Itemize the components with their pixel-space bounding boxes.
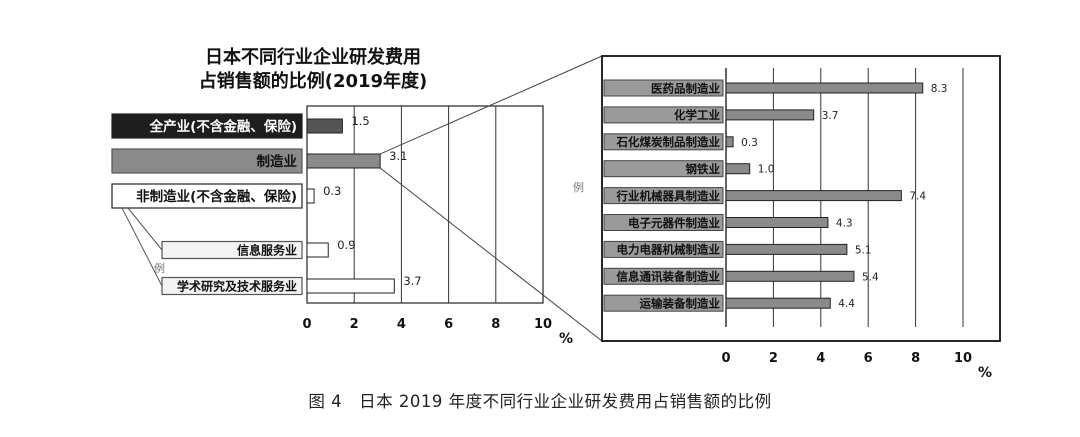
left-bar [306,118,343,134]
right-bar-chart: 0 2 4 6 8 10% 例 医药品制造业 8.3 化学工业 3.7 石化煤炭制品制造业 0.3 钢铁业… [573,55,1001,381]
right-category-box [603,187,724,205]
right-bar-value-label: 7.4 [909,191,926,203]
left-x-tick-label: 10 [534,317,552,332]
left-chart-title-line: 占销售额的比例(2019年度) [199,70,428,92]
left-category-label: 非制造业(不含金融、保险) [136,188,297,205]
right-category-box [603,106,724,124]
right-category-box [603,267,724,285]
left-bar-value-label: 3.1 [389,149,407,163]
right-x-tick-label: 2 [769,351,778,366]
left-category-label: 全产业(不含金融、保险) [149,118,297,135]
right-category-label: 电力电器机械制造业 [617,243,721,257]
right-bar [725,82,924,94]
left-x-tick-label: 8 [491,317,500,332]
right-x-tick-label: 4 [816,351,825,366]
right-category-box [603,160,724,178]
left-category-label: 学术研究及技术服务业 [177,278,297,293]
right-category-box [603,214,724,231]
left-bar [306,153,381,169]
right-category-box [603,133,724,151]
left-x-tick-label: 2 [350,317,359,332]
right-bar-value-label: 4.4 [838,298,855,310]
right-bar [725,297,831,309]
right-bar-value-label: 3.7 [822,110,839,122]
right-x-tick-label: 10 [954,351,972,366]
right-bar [725,163,751,175]
left-x-axis-unit: % [559,331,573,347]
right-bar-value-label: 4.3 [836,218,853,230]
right-category-label: 电子元器件制造业 [628,216,720,230]
left-bar [306,278,395,294]
right-category-label: 化学工业 [674,108,720,122]
right-bar-value-label: 0.3 [741,137,758,149]
right-category-box [603,79,724,97]
right-x-tick-label: 6 [864,351,873,366]
left-category-label: 制造业 [257,153,298,170]
left-bracket-line [121,207,163,287]
right-category-box [603,294,724,312]
zoom-connector-lines [379,55,603,342]
right-category-label: 医药品制造业 [651,81,720,95]
right-x-axis-unit: % [978,365,992,381]
left-x-tick-label: 0 [302,317,311,332]
right-bar [725,270,855,282]
left-bar-value-label: 3.7 [403,274,421,288]
left-bracket-line [127,207,163,251]
left-category-box [111,113,303,139]
left-bar [306,188,315,204]
right-bar-value-label: 5.4 [862,271,879,283]
right-bar-value-label: 5.1 [855,244,872,256]
left-bar-value-label: 0.9 [337,238,355,252]
right-category-label: 信息通讯装备制造业 [617,270,721,284]
right-x-tick-label: 8 [911,351,920,366]
left-category-box [111,183,303,209]
right-category-label: 运输装备制造业 [640,297,721,311]
right-bar [725,190,902,202]
right-bar-value-label: 1.0 [758,164,775,176]
left-bar-value-label: 0.3 [323,184,341,198]
right-bar [725,243,848,255]
right-bar-value-label: 8.3 [931,83,948,95]
left-category-label: 信息服务业 [237,242,297,257]
right-category-box [603,240,724,258]
right-bar [725,109,815,121]
right-legend-mark: 例 [573,180,584,194]
left-x-tick-label: 4 [397,317,406,332]
left-x-tick-label: 6 [444,317,453,332]
right-bar [725,136,734,148]
left-bar-value-label: 1.5 [351,114,369,128]
figure-caption: 图 4 日本 2019 年度不同行业企业研发费用占销售额的比例 [308,392,772,411]
left-legend-mark: 例 [154,261,165,275]
zoom-connector-top [379,55,603,155]
left-bar [306,242,329,258]
left-category-box [111,148,303,174]
zoom-connector-bottom [379,167,603,342]
left-plot-frame [306,105,544,304]
right-bar [725,217,829,228]
left-chart-title-line: 日本不同行业企业研发费用 [205,46,421,68]
right-x-tick-label: 0 [721,351,730,366]
right-category-label: 钢铁业 [686,162,721,176]
right-category-label: 石化煤炭制品制造业 [616,135,721,149]
right-category-label: 行业机械器具制造业 [616,189,721,203]
